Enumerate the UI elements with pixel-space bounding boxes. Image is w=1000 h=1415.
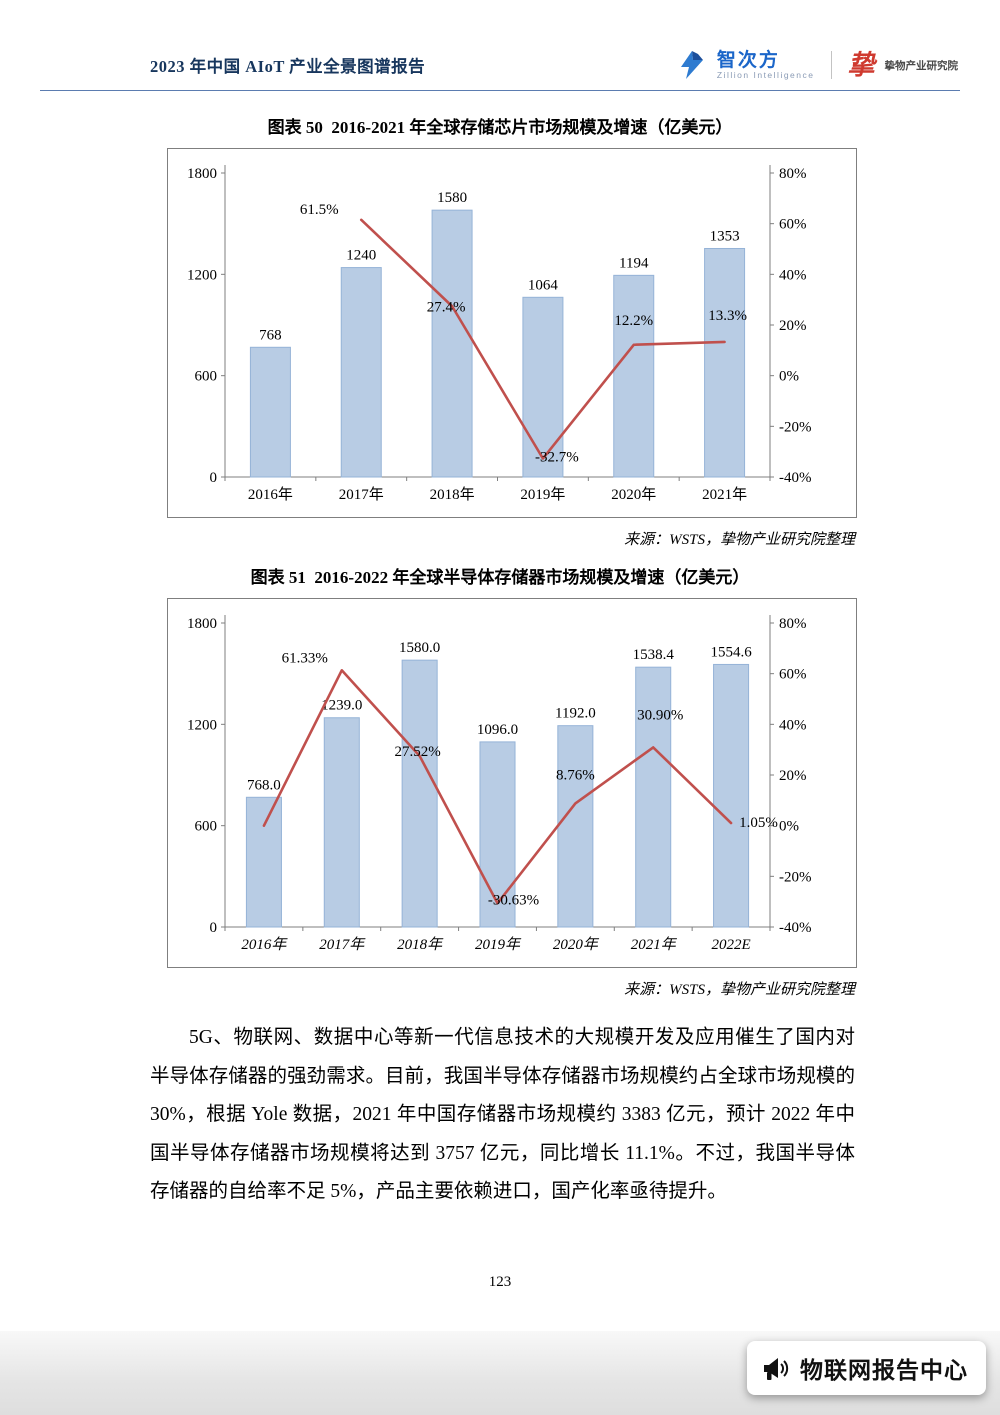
svg-text:61.5%: 61.5% [300,202,339,218]
svg-text:60%: 60% [779,217,807,233]
zhicifang-logo-icon [680,51,703,79]
svg-text:2018年: 2018年 [397,936,444,953]
svg-text:2017年: 2017年 [319,936,366,953]
svg-text:20%: 20% [779,318,807,334]
svg-text:1.05%: 1.05% [739,815,778,831]
report-title: 2023 年中国 AIoT 产业全景图谱报告 [150,57,426,76]
zhiwu-logo-name: 挚物产业研究院 [884,59,959,72]
svg-text:-20%: -20% [779,869,812,885]
svg-text:-30.63%: -30.63% [488,892,539,908]
zhiwu-logo-glyph: 挚 [847,49,875,80]
figure-51-chart: 0 600 1200 1800 -40% -20% 0% 20% 40% 60% 80% 768.0 1… [167,598,857,968]
svg-text:600: 600 [195,369,218,385]
figure-50-chart: 0 600 1200 1800 -40% -20% 0% 20% 40% 60% 80% 768 124… [167,148,857,518]
figure-51-source: 来源：WSTS，挚物产业研究院整理 [624,982,855,998]
svg-text:1580.0: 1580.0 [399,640,440,656]
svg-text:2021年: 2021年 [702,486,747,503]
figure-51-plot: 0 600 1200 1800 -40% -20% 0% 20% 40% 60% 80% 768.0 1… [187,615,812,953]
header-logos: 智次方 Zillion Intelligence 挚 挚物产业研究院 [677,50,958,80]
figure-50-source: 来源：WSTS，挚物产业研究院整理 [624,532,855,548]
svg-text:2017年: 2017年 [339,486,384,503]
svg-text:1800: 1800 [187,166,217,182]
svg-text:1353: 1353 [710,228,740,244]
page-number: 123 [488,1274,512,1290]
svg-text:60%: 60% [779,667,807,683]
svg-text:2018年: 2018年 [430,486,475,503]
svg-text:-32.7%: -32.7% [535,450,579,466]
zhicifang-logo-text: 智次方 Zillion Intelligence [716,49,815,80]
logo-divider [830,51,832,79]
svg-text:61.33%: 61.33% [282,650,328,666]
svg-text:-20%: -20% [779,419,812,435]
zhicifang-logo-name: 智次方 [716,49,780,71]
svg-text:2020年: 2020年 [611,486,656,503]
svg-text:600: 600 [195,819,218,835]
header-divider-line [40,90,960,91]
svg-text:0: 0 [210,920,218,936]
svg-text:0: 0 [210,470,218,486]
page-header: 2023 年中国 AIoT 产业全景图谱报告 智次方 Zillion Intel… [0,0,1000,80]
svg-text:2019年: 2019年 [520,486,565,503]
svg-text:1800: 1800 [187,616,217,632]
svg-text:1554.6: 1554.6 [710,644,752,660]
svg-text:80%: 80% [779,166,807,182]
svg-text:20%: 20% [779,768,807,784]
figure-50-title: 图表 50 2016-2021 年全球存储芯片市场规模及增速（亿美元） [267,118,733,137]
svg-text:2016年: 2016年 [241,936,288,953]
svg-text:768.0: 768.0 [247,777,281,793]
svg-text:2022E: 2022E [711,937,750,953]
svg-text:27.52%: 27.52% [395,744,441,760]
svg-text:1240: 1240 [346,248,376,264]
svg-text:1096.0: 1096.0 [477,722,518,738]
body-paragraph: 5G、物联网、数据中心等新一代信息技术的大规模开发及应用催生了国内对半导体存储器… [150,1027,855,1202]
svg-text:-40%: -40% [779,920,812,936]
svg-text:2016年: 2016年 [248,486,293,503]
svg-text:1192.0: 1192.0 [555,706,596,722]
svg-text:1538.4: 1538.4 [633,647,675,663]
svg-text:1200: 1200 [187,267,217,283]
svg-text:1200: 1200 [187,717,217,733]
figure-50-plot: 0 600 1200 1800 -40% -20% 0% 20% 40% 60% 80% 768 124… [187,165,812,503]
svg-text:80%: 80% [779,616,807,632]
svg-text:2019年: 2019年 [475,936,522,953]
zhicifang-logo-subtitle: Zillion Intelligence [716,69,815,80]
svg-text:-40%: -40% [779,470,812,486]
svg-text:2021年: 2021年 [631,936,678,953]
svg-text:768: 768 [259,327,282,343]
svg-text:1580: 1580 [437,190,467,206]
svg-text:1194: 1194 [619,255,649,271]
svg-text:27.4%: 27.4% [427,299,466,315]
svg-text:1239.0: 1239.0 [321,698,362,714]
watermark-card: 物联网报告中心 [747,1341,986,1395]
svg-text:8.76%: 8.76% [556,767,595,783]
svg-text:1064: 1064 [528,277,559,293]
svg-text:12.2%: 12.2% [614,313,653,329]
figure-51-title: 图表 51 2016-2022 年全球半导体存储器市场规模及增速（亿美元） [250,568,750,587]
svg-text:0%: 0% [779,369,799,385]
svg-text:2020年: 2020年 [553,936,600,953]
svg-text:13.3%: 13.3% [708,308,747,324]
svg-text:40%: 40% [779,717,807,733]
svg-text:0%: 0% [779,819,799,835]
svg-text:40%: 40% [779,267,807,283]
watermark-text: 物联网报告中心 [800,1357,968,1383]
svg-text:30.90%: 30.90% [637,707,683,723]
megaphone-icon [764,1357,789,1380]
